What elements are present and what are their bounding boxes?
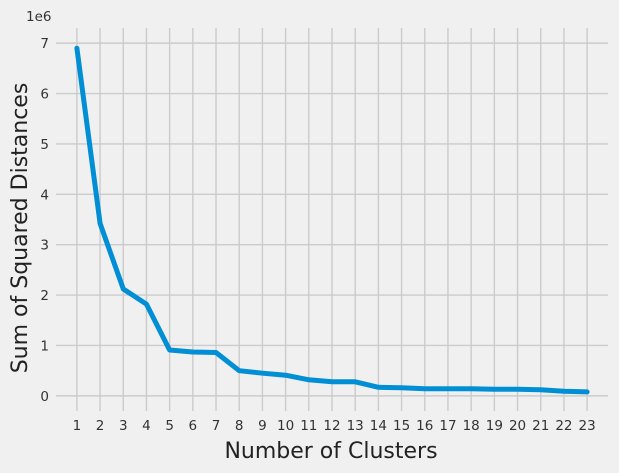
y-tick-label: 3 xyxy=(40,238,49,254)
x-tick-label: 16 xyxy=(416,418,433,434)
y-axis-label: Sum of Squared Distances xyxy=(8,83,33,374)
x-tick-label: 18 xyxy=(463,418,480,434)
x-tick-label: 22 xyxy=(555,418,572,434)
x-tick-label: 12 xyxy=(323,418,340,434)
x-tick-label: 14 xyxy=(370,418,387,434)
x-tick-label: 7 xyxy=(212,418,221,434)
x-tick-label: 17 xyxy=(439,418,456,434)
x-tick-label: 23 xyxy=(579,418,596,434)
y-offset-label: 1e6 xyxy=(26,9,51,25)
series-layer xyxy=(74,45,590,395)
x-axis-label: Number of Clusters xyxy=(224,439,437,464)
y-tick-label: 1 xyxy=(40,338,49,354)
x-tick-label: 19 xyxy=(486,418,503,434)
x-tick-label: 13 xyxy=(347,418,364,434)
y-tick-label: 4 xyxy=(40,187,49,203)
x-tick-label: 1 xyxy=(73,418,82,434)
x-tick-label: 5 xyxy=(165,418,174,434)
y-tick-labels: 0 1 2 3 4 5 6 7 xyxy=(40,36,49,405)
y-tick-label: 7 xyxy=(40,36,49,52)
x-tick-label: 21 xyxy=(532,418,549,434)
x-tick-label: 9 xyxy=(258,418,267,434)
y-tick-label: 6 xyxy=(40,87,49,103)
x-tick-label: 11 xyxy=(300,418,317,434)
y-tick-label: 0 xyxy=(40,389,49,405)
x-tick-label: 10 xyxy=(277,418,294,434)
x-tick-label: 15 xyxy=(393,418,410,434)
x-tick-label: 6 xyxy=(189,418,198,434)
y-tick-label: 2 xyxy=(40,288,49,304)
x-tick-label: 3 xyxy=(119,418,128,434)
y-tick-label: 5 xyxy=(40,137,49,153)
x-tick-labels: 1 2 3 4 5 6 7 8 9 10 11 12 13 14 15 16 17 18 19 20 21 22 23 xyxy=(73,418,596,434)
x-tick-label: 2 xyxy=(96,418,105,434)
x-tick-label: 20 xyxy=(509,418,526,434)
x-tick-label: 4 xyxy=(142,418,151,434)
x-tick-label: 8 xyxy=(235,418,244,434)
grid-lines xyxy=(56,28,608,411)
